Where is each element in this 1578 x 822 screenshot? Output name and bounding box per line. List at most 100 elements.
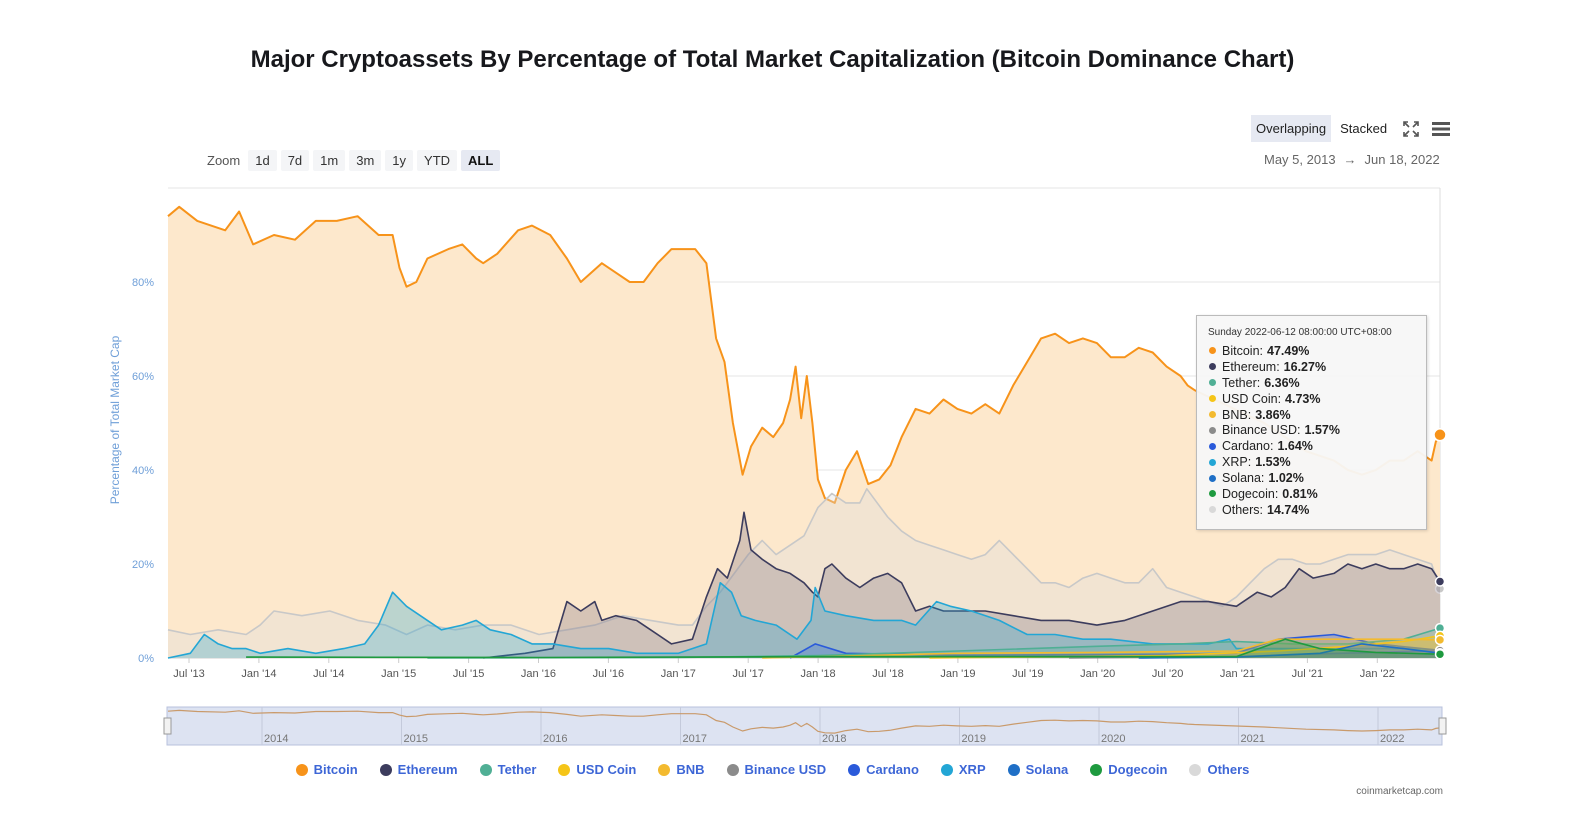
x-tick-label: Jan '17 — [661, 668, 696, 680]
ethereum-line — [483, 511, 1441, 659]
tooltip-series-value: 0.81% — [1282, 486, 1318, 501]
navigator-series — [167, 709, 1441, 734]
legend-label: XRP — [958, 762, 986, 777]
tooltip-series-value: 3.86% — [1255, 407, 1291, 422]
y-tick-label: 20% — [132, 559, 154, 571]
legend-item-ethereum[interactable]: Ethereum — [379, 762, 458, 777]
legend-item-bnb[interactable]: BNB — [658, 762, 705, 777]
others-line — [167, 488, 1441, 636]
legend-label: Others — [1207, 762, 1250, 777]
tooltip-dot — [1209, 363, 1216, 371]
tooltip-series-value: 4.73% — [1285, 391, 1321, 406]
x-tick-label: Jul '20 — [1152, 668, 1183, 680]
tooltip-series-value: 16.27% — [1283, 359, 1327, 374]
legend-item-xrp[interactable]: XRP — [940, 762, 986, 777]
tooltip-dot — [1209, 442, 1216, 450]
y-tick-label: 0% — [138, 653, 154, 665]
tooltip-row: XRP: 1.53% — [1197, 454, 1426, 470]
tooltip-series-name: Others: — [1222, 502, 1263, 517]
legend-item-tether[interactable]: Tether — [479, 762, 537, 777]
legend-item-others[interactable]: Others — [1189, 762, 1249, 777]
menu-icon[interactable] — [1430, 118, 1452, 140]
navigator-handle-left — [163, 717, 172, 735]
mode-bar: Overlapping Stacked — [1251, 115, 1452, 142]
tooltip-series-name: XRP: — [1222, 455, 1252, 470]
tooltip-row: Tether: 6.36% — [1197, 375, 1426, 391]
overlapping-button[interactable]: Overlapping — [1251, 115, 1332, 142]
tooltip-dot — [1209, 490, 1216, 498]
legend-dot — [1007, 763, 1020, 776]
tooltip-series-value: 1.64% — [1277, 439, 1313, 454]
zoom-all-button[interactable]: ALL — [461, 150, 501, 171]
ethereum-endpoint — [1434, 576, 1446, 587]
range-to[interactable]: Jun 18, 2022 — [1364, 152, 1440, 167]
navigator-handle-right — [1438, 717, 1447, 735]
cardano-area — [790, 634, 1440, 658]
x-tick-label: Jul '21 — [1292, 668, 1323, 680]
dogecoin-area — [246, 639, 1441, 658]
zoom-1d-button[interactable]: 1d — [248, 150, 277, 171]
x-tick-label: Jul '15 — [453, 668, 484, 680]
dogecoin-line — [246, 638, 1441, 659]
legend-item-binance-usd[interactable]: Binance USD — [726, 762, 826, 777]
tooltip-series-value: 1.02% — [1268, 471, 1304, 486]
x-tick-label: Jan '21 — [1220, 668, 1255, 680]
dogecoin-endpoint — [1434, 648, 1446, 660]
tooltip-dot — [1209, 379, 1216, 387]
legend-dot — [558, 763, 571, 776]
credit-label: coinmarketcap.com — [1356, 786, 1443, 797]
chart-tooltip: Sunday 2022-06-12 08:00:00 UTC+08:00 Bit… — [1196, 315, 1427, 530]
tooltip-series-value: 1.53% — [1255, 455, 1291, 470]
tether-area — [427, 628, 1440, 658]
tooltip-row: Others: 14.74% — [1197, 502, 1426, 518]
tooltip-row: Ethereum: 16.27% — [1197, 359, 1426, 375]
legend-label: Tether — [497, 762, 537, 777]
zoom-3m-button[interactable]: 3m — [349, 150, 382, 171]
navigator-label: 2014 — [264, 733, 288, 745]
legend-label: Dogecoin — [1108, 762, 1168, 777]
zoom-7d-button[interactable]: 7d — [280, 150, 310, 171]
tooltip-series-name: Cardano: — [1222, 439, 1274, 454]
x-tick-label: Jan '22 — [1360, 668, 1395, 680]
others-area — [168, 488, 1440, 658]
x-tick-label: Jul '19 — [1012, 668, 1043, 680]
legend-dot — [940, 763, 953, 776]
legend-item-dogecoin[interactable]: Dogecoin — [1090, 762, 1167, 777]
tooltip-series-name: Bitcoin: — [1222, 343, 1263, 358]
zoom-ytd-button[interactable]: YTD — [417, 150, 458, 171]
y-tick-label: 60% — [132, 371, 154, 383]
stacked-button[interactable]: Stacked — [1340, 121, 1388, 136]
legend-dot — [1189, 763, 1202, 776]
tooltip-dot — [1209, 426, 1216, 434]
navigator-label: 2022 — [1380, 733, 1404, 745]
zoom-1y-button[interactable]: 1y — [385, 150, 414, 171]
x-tick-label: Jul '17 — [732, 668, 763, 680]
legend-item-usd-coin[interactable]: USD Coin — [558, 762, 636, 777]
legend-item-solana[interactable]: Solana — [1007, 762, 1068, 777]
date-range[interactable]: May 5, 2013 → Jun 18, 2022 — [1260, 152, 1444, 167]
navigator-label: 2017 — [683, 733, 707, 745]
legend-item-cardano[interactable]: Cardano — [848, 762, 919, 777]
binance-usd-area — [1069, 650, 1440, 658]
legend-dot — [479, 763, 492, 776]
legend-dot — [379, 763, 392, 776]
tooltip-row: USD Coin: 4.73% — [1197, 391, 1426, 407]
legend-item-bitcoin[interactable]: Bitcoin — [295, 762, 358, 777]
x-tick-label: Jan '15 — [381, 668, 416, 680]
tooltip-dot — [1209, 347, 1216, 355]
tooltip-header: Sunday 2022-06-12 08:00:00 UTC+08:00 — [1208, 327, 1392, 338]
tooltip-dot — [1209, 458, 1216, 466]
bitcoin-area — [168, 206, 1440, 659]
bnb-line — [762, 638, 1441, 659]
range-arrow: → — [1343, 152, 1357, 167]
zoom-1m-button[interactable]: 1m — [313, 150, 346, 171]
legend-dot — [658, 763, 671, 776]
chart-legend: Bitcoin Ethereum Tether USD Coin BNB Binance … — [0, 762, 1545, 777]
fullscreen-icon[interactable] — [1400, 118, 1422, 140]
tooltip-series-value: 14.74% — [1267, 502, 1310, 517]
tooltip-row: Dogecoin: 0.81% — [1197, 486, 1426, 502]
range-from[interactable]: May 5, 2013 — [1264, 152, 1336, 167]
navigator-label: 2020 — [1101, 733, 1125, 745]
usd-coin-area — [929, 635, 1440, 658]
